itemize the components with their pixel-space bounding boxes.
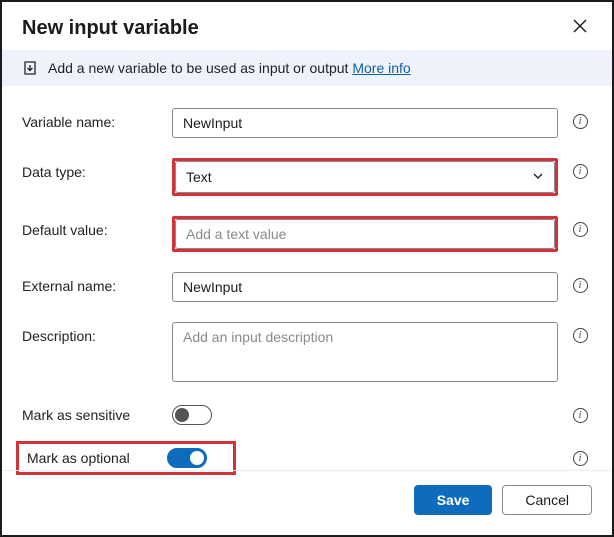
label-default-value: Default value:	[22, 216, 162, 238]
banner-text: Add a new variable to be used as input o…	[48, 60, 411, 76]
label-sensitive: Mark as sensitive	[22, 407, 162, 423]
info-banner: Add a new variable to be used as input o…	[2, 50, 612, 86]
dialog-title: New input variable	[22, 17, 199, 40]
description-input[interactable]	[172, 322, 558, 382]
variable-name-input[interactable]	[172, 108, 558, 138]
info-icon[interactable]: i	[568, 322, 592, 343]
info-icon[interactable]: i	[568, 408, 592, 423]
dialog-header: New input variable	[2, 2, 612, 50]
external-name-input[interactable]	[172, 272, 558, 302]
row-external-name: External name: i	[22, 272, 592, 302]
more-info-link[interactable]: More info	[352, 60, 410, 76]
sensitive-toggle[interactable]	[172, 405, 212, 425]
save-button[interactable]: Save	[414, 485, 493, 515]
data-type-value: Text	[186, 169, 212, 185]
row-data-type: Data type: Text i	[22, 158, 592, 196]
new-input-variable-dialog: New input variable Add a new variable to…	[0, 0, 614, 537]
import-icon	[22, 60, 38, 76]
cancel-button[interactable]: Cancel	[502, 485, 592, 515]
label-external-name: External name:	[22, 272, 162, 294]
default-value-input[interactable]	[175, 219, 555, 249]
info-icon[interactable]: i	[568, 272, 592, 293]
row-description: Description: i	[22, 322, 592, 385]
label-description: Description:	[22, 322, 162, 344]
info-icon[interactable]: i	[568, 108, 592, 129]
close-button[interactable]	[568, 16, 592, 40]
row-default-value: Default value: i	[22, 216, 592, 252]
close-icon	[573, 19, 587, 38]
form: Variable name: i Data type: Text i Defau…	[2, 86, 612, 475]
label-data-type: Data type:	[22, 158, 162, 180]
data-type-select[interactable]: Text	[175, 161, 555, 193]
info-icon[interactable]: i	[568, 451, 592, 466]
row-variable-name: Variable name: i	[22, 108, 592, 138]
info-icon[interactable]: i	[568, 158, 592, 179]
row-sensitive: Mark as sensitive i	[22, 405, 592, 425]
dialog-footer: Save Cancel	[2, 470, 612, 535]
info-icon[interactable]: i	[568, 216, 592, 237]
optional-toggle[interactable]	[167, 448, 207, 468]
label-variable-name: Variable name:	[22, 108, 162, 130]
label-optional: Mark as optional	[27, 450, 167, 466]
chevron-down-icon	[532, 169, 544, 185]
